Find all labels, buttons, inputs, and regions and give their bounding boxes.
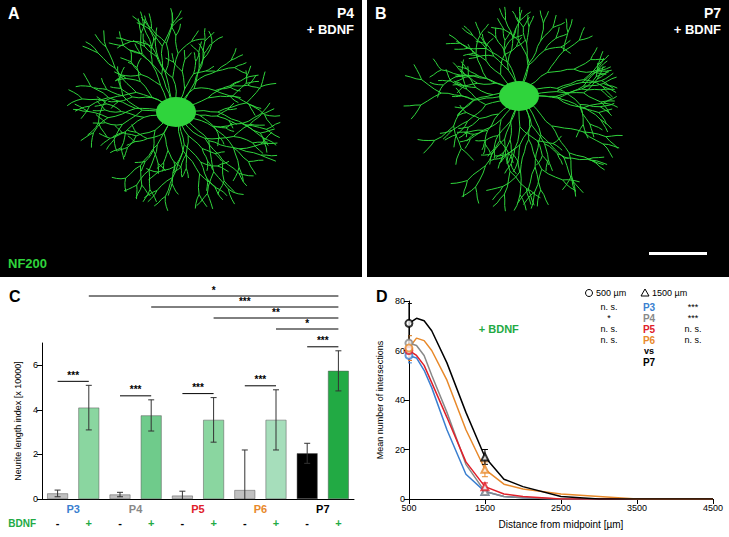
svg-text:-: - — [56, 517, 60, 529]
svg-text:+: + — [273, 517, 279, 529]
html-text:NF200: NF200 — [8, 256, 47, 271]
html-text:A: A — [8, 5, 20, 22]
html-text:+ BDNF: + BDNF — [306, 22, 354, 37]
svg-text:P4: P4 — [129, 503, 143, 515]
svg-text:40: 40 — [395, 395, 405, 405]
svg-text:Distance from midpoint [µm]: Distance from midpoint [µm] — [499, 519, 624, 530]
svg-text:D: D — [376, 288, 388, 305]
svg-text:+: + — [210, 517, 216, 529]
svg-text:P5: P5 — [643, 324, 656, 335]
svg-text:-: - — [181, 517, 185, 529]
svg-text:***: *** — [688, 313, 699, 323]
svg-text:-: - — [305, 517, 309, 529]
svg-text:C: C — [9, 288, 21, 305]
svg-text:BDNF: BDNF — [8, 518, 36, 529]
svg-text:3500: 3500 — [627, 503, 647, 513]
svg-text:6: 6 — [33, 360, 38, 370]
svg-text:*: * — [305, 318, 309, 329]
svg-text:P5: P5 — [191, 503, 204, 515]
svg-text:0: 0 — [33, 494, 38, 504]
svg-text:***: *** — [688, 302, 699, 312]
svg-text:n. s.: n. s. — [600, 324, 617, 334]
svg-text:+: + — [335, 517, 341, 529]
svg-text:+: + — [86, 517, 92, 529]
html-text:P7: P7 — [703, 5, 721, 21]
svg-text:P6: P6 — [643, 335, 656, 346]
svg-text:4500: 4500 — [703, 503, 723, 513]
svg-text:***: *** — [192, 382, 204, 393]
svg-text:-: - — [118, 517, 122, 529]
svg-text:P7: P7 — [316, 503, 329, 515]
svg-text:0: 0 — [399, 494, 405, 504]
svg-text:+ BDNF: + BDNF — [479, 323, 519, 335]
svg-text:500 µm: 500 µm — [596, 288, 626, 298]
html-text:B: B — [375, 5, 387, 22]
svg-text:n. s.: n. s. — [600, 335, 617, 345]
svg-text:n. s.: n. s. — [684, 324, 701, 334]
svg-text:500: 500 — [401, 503, 416, 513]
svg-text:vs: vs — [644, 346, 654, 356]
html-text:+ BDNF: + BDNF — [673, 22, 721, 37]
svg-text:+: + — [148, 517, 154, 529]
svg-text:***: *** — [239, 296, 251, 307]
svg-text:Neurite length index [x 10000]: Neurite length index [x 10000] — [13, 361, 23, 481]
svg-text:P4: P4 — [643, 313, 656, 324]
svg-text:2500: 2500 — [551, 503, 571, 513]
svg-text:2: 2 — [33, 449, 38, 459]
svg-text:***: *** — [255, 374, 267, 385]
svg-text:20: 20 — [395, 445, 405, 455]
svg-text:4: 4 — [33, 405, 38, 415]
svg-text:n. s.: n. s. — [684, 335, 701, 345]
svg-text:P3: P3 — [643, 302, 656, 313]
svg-text:n. s.: n. s. — [600, 302, 617, 312]
svg-text:1500 µm: 1500 µm — [652, 288, 687, 298]
svg-text:80: 80 — [395, 296, 405, 306]
svg-text:Mean number of intersections: Mean number of intersections — [375, 340, 385, 459]
svg-text:*: * — [607, 313, 611, 323]
svg-text:60: 60 — [395, 346, 405, 356]
svg-text:**: ** — [272, 307, 280, 318]
svg-text:*: * — [212, 285, 216, 296]
svg-text:P6: P6 — [254, 503, 267, 515]
svg-text:P3: P3 — [66, 503, 79, 515]
html-text:P4: P4 — [336, 5, 354, 21]
svg-text:***: *** — [67, 370, 79, 381]
svg-text:1500: 1500 — [475, 503, 495, 513]
svg-text:***: *** — [130, 384, 142, 395]
svg-text:-: - — [243, 517, 247, 529]
svg-text:P7: P7 — [643, 357, 656, 368]
svg-text:***: *** — [317, 335, 329, 346]
